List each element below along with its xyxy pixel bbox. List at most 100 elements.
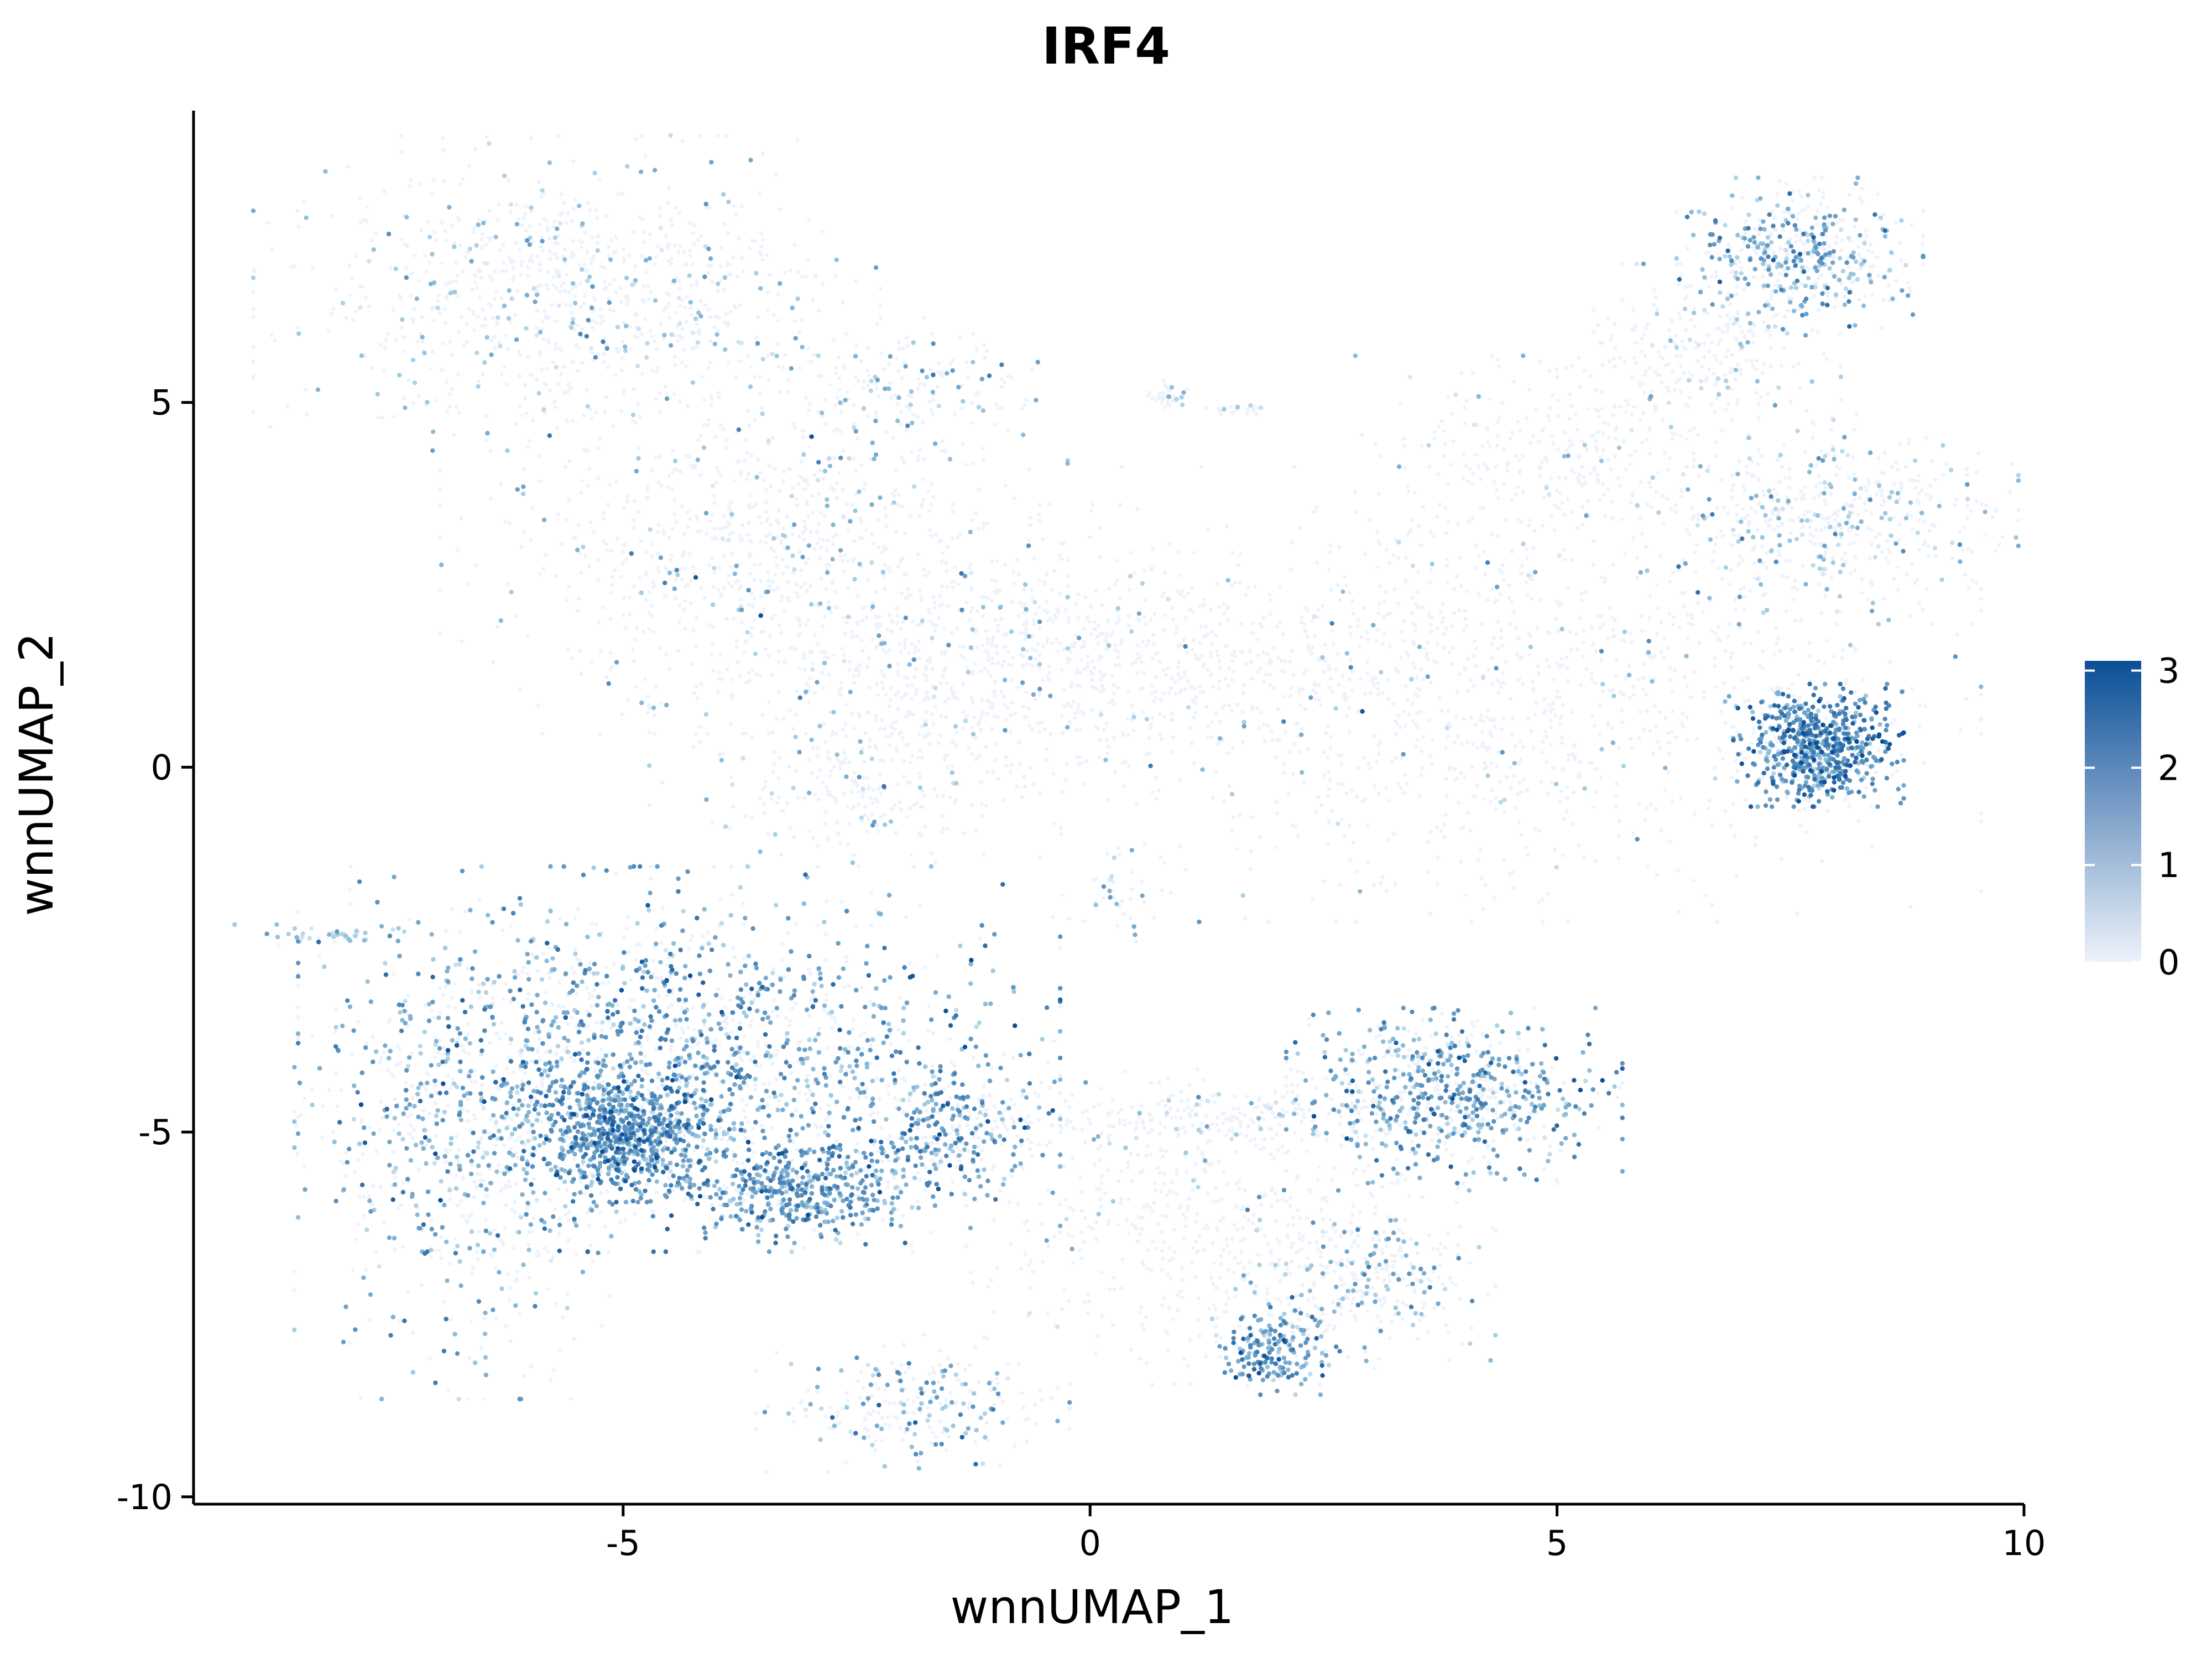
- cell-point: [1713, 354, 1717, 358]
- cell-point: [1126, 689, 1131, 693]
- cell-point: [1058, 552, 1062, 557]
- cell-point: [794, 497, 799, 502]
- cell-point: [846, 586, 851, 590]
- cell-point: [456, 372, 461, 377]
- cell-point: [594, 410, 598, 415]
- cell-point: [1682, 345, 1686, 349]
- cell-point: [1251, 632, 1255, 636]
- cell-point: [1327, 770, 1331, 774]
- cell-point: [843, 756, 848, 761]
- cell-point: [611, 575, 615, 579]
- cell-point: [1599, 389, 1604, 394]
- cell-point: [1738, 625, 1743, 630]
- cell-point: [1645, 709, 1649, 713]
- cell-point: [454, 262, 458, 266]
- cell-point: [738, 303, 742, 307]
- cell-point: [525, 411, 529, 415]
- cell-point: [670, 526, 675, 531]
- cell-point: [1073, 641, 1078, 645]
- cell-point: [891, 493, 896, 498]
- cell-point: [1240, 709, 1245, 714]
- cell-point: [1506, 461, 1511, 465]
- cell-point: [916, 623, 921, 628]
- cell-point: [775, 717, 779, 721]
- cell-point: [983, 666, 987, 670]
- cell-point: [1375, 759, 1379, 764]
- cell-point: [1965, 473, 1969, 477]
- cell-point: [887, 648, 891, 653]
- cell-point: [1553, 713, 1558, 718]
- cell-point: [1760, 721, 1765, 726]
- cell-point: [1554, 599, 1558, 604]
- cell-point: [265, 221, 270, 225]
- cell-point: [1890, 773, 1895, 777]
- cell-point: [1550, 393, 1554, 398]
- cell-point: [1933, 477, 1937, 482]
- cell-point: [867, 710, 871, 714]
- cell-point: [760, 406, 764, 411]
- cell-point: [1648, 451, 1652, 456]
- cell-point: [1794, 497, 1798, 502]
- cell-point: [1923, 705, 1928, 709]
- cell-point: [1369, 691, 1373, 695]
- cell-point: [1881, 212, 1886, 217]
- cell-point: [1569, 648, 1573, 652]
- cell-point: [807, 828, 812, 833]
- cell-point: [801, 531, 805, 535]
- cell-point: [1447, 768, 1451, 772]
- cell-point: [1098, 670, 1103, 675]
- cell-point: [722, 287, 727, 291]
- cell-point: [589, 261, 593, 265]
- cell-point: [1762, 320, 1766, 325]
- cell-point: [658, 391, 662, 396]
- cell-point: [1274, 845, 1279, 849]
- cell-point: [1230, 678, 1234, 682]
- cell-point: [1707, 806, 1711, 811]
- cell-point: [769, 796, 774, 801]
- cell-point: [951, 502, 956, 507]
- cell-point: [1614, 793, 1618, 797]
- cell-point: [497, 340, 501, 345]
- cell-point: [1514, 453, 1518, 458]
- cell-point: [1441, 602, 1445, 607]
- cell-point: [503, 519, 508, 524]
- cell-point: [1726, 348, 1730, 353]
- cell-point: [1037, 502, 1042, 507]
- cell-point: [441, 136, 445, 140]
- cell-point: [484, 243, 489, 247]
- cell-point: [1832, 654, 1837, 659]
- cell-point: [717, 566, 722, 570]
- cell-point: [544, 314, 549, 318]
- cell-point: [832, 542, 836, 546]
- cell-point: [975, 722, 980, 727]
- cell-point: [999, 690, 1004, 694]
- cell-point: [766, 654, 771, 658]
- cell-point: [1171, 617, 1175, 622]
- cell-point: [787, 765, 791, 769]
- cell-point: [873, 381, 878, 386]
- cell-point: [1488, 444, 1493, 448]
- cell-point: [438, 487, 442, 492]
- cell-point: [1566, 680, 1571, 684]
- cell-point: [890, 731, 894, 735]
- cell-point: [1735, 769, 1740, 774]
- cell-point: [927, 508, 932, 513]
- cell-point: [1159, 698, 1164, 702]
- cell-point: [1281, 770, 1286, 775]
- cell-point: [565, 273, 569, 277]
- cell-point: [837, 471, 841, 476]
- cell-point: [721, 526, 725, 531]
- cell-point: [1584, 447, 1589, 452]
- cell-point: [1791, 597, 1796, 602]
- cell-point: [1134, 801, 1139, 806]
- cell-point: [1869, 511, 1873, 516]
- cell-point: [1669, 320, 1674, 324]
- cell-point: [1892, 481, 1896, 486]
- cell-point: [1395, 722, 1400, 726]
- cell-point: [1693, 341, 1698, 345]
- cell-point: [1729, 823, 1733, 828]
- cell-point: [875, 386, 879, 390]
- cell-point: [660, 780, 665, 785]
- cell-point: [1508, 622, 1512, 627]
- cell-point: [881, 648, 885, 652]
